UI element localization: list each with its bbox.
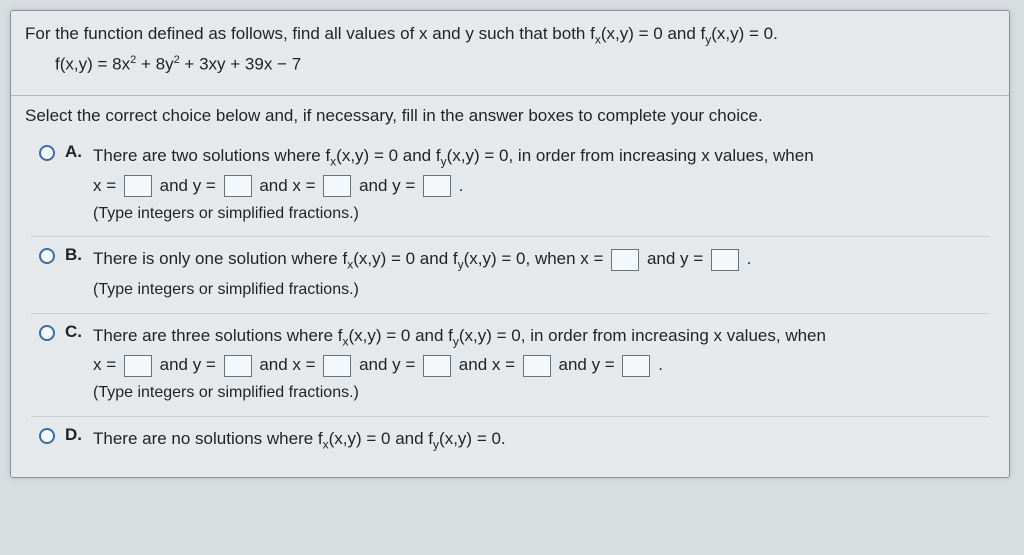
choice-label-b: B.	[65, 245, 87, 265]
answer-box-a-y1[interactable]	[224, 175, 252, 197]
text: and y =	[647, 249, 703, 268]
answer-box-b-x[interactable]	[611, 249, 639, 271]
text: (x,y) = 0.	[439, 429, 506, 448]
answer-box-c-y3[interactable]	[622, 355, 650, 377]
answer-box-b-y[interactable]	[711, 249, 739, 271]
text: and y =	[160, 355, 216, 374]
text: and y =	[160, 176, 216, 195]
choice-body-a: There are two solutions where fx(x,y) = …	[93, 142, 985, 226]
choice-body-c: There are three solutions where fx(x,y) …	[93, 322, 985, 406]
choice-a[interactable]: A. There are two solutions where fx(x,y)…	[31, 136, 989, 237]
choice-label-d: D.	[65, 425, 87, 445]
answer-box-c-x3[interactable]	[523, 355, 551, 377]
text: (x,y) = 0, in order from increasing x va…	[447, 146, 814, 165]
text: (x,y) = 0 and f	[336, 146, 440, 165]
q-part: (x,y) = 0 and f	[601, 24, 705, 43]
answer-box-a-x1[interactable]	[124, 175, 152, 197]
choice-label-c: C.	[65, 322, 87, 342]
choice-c[interactable]: C. There are three solutions where fx(x,…	[31, 316, 989, 417]
answer-box-c-x1[interactable]	[124, 355, 152, 377]
choice-body-d: There are no solutions where fx(x,y) = 0…	[93, 425, 985, 455]
text: There are no solutions where f	[93, 429, 323, 448]
answer-box-c-y1[interactable]	[224, 355, 252, 377]
text: and x =	[459, 355, 515, 374]
radio-c[interactable]	[39, 325, 55, 341]
text: (x,y) = 0, when x =	[464, 249, 604, 268]
text: There are two solutions where f	[93, 146, 330, 165]
fn-part: f(x,y) = 8x	[55, 55, 130, 74]
select-prompt: Select the correct choice below and, if …	[25, 106, 995, 130]
answer-box-a-x2[interactable]	[323, 175, 351, 197]
choice-b[interactable]: B. There is only one solution where fx(x…	[31, 239, 989, 313]
radio-b[interactable]	[39, 248, 55, 264]
choice-body-b: There is only one solution where fx(x,y)…	[93, 245, 985, 302]
text: (x,y) = 0 and f	[329, 429, 433, 448]
text: .	[459, 176, 464, 195]
hint-b: (Type integers or simplified fractions.)	[93, 277, 985, 303]
text: There are three solutions where f	[93, 326, 342, 345]
question-section: For the function defined as follows, fin…	[11, 11, 1009, 96]
answer-box-c-y2[interactable]	[423, 355, 451, 377]
text: x =	[93, 176, 116, 195]
answer-box-c-x2[interactable]	[323, 355, 351, 377]
text: There is only one solution where f	[93, 249, 347, 268]
q-part: (x,y) = 0.	[711, 24, 778, 43]
text: (x,y) = 0, in order from increasing x va…	[459, 326, 826, 345]
text: and y =	[359, 176, 415, 195]
answer-section: Select the correct choice below and, if …	[11, 96, 1009, 476]
fn-part: + 3xy + 39x − 7	[180, 55, 301, 74]
radio-d[interactable]	[39, 428, 55, 444]
text: (x,y) = 0 and f	[348, 326, 452, 345]
q-part: For the function defined as follows, fin…	[25, 24, 595, 43]
text: x =	[93, 355, 116, 374]
text: .	[658, 355, 663, 374]
text: and x =	[259, 176, 315, 195]
question-text: For the function defined as follows, fin…	[25, 21, 995, 48]
choice-label-a: A.	[65, 142, 87, 162]
choice-list: A. There are two solutions where fx(x,y)…	[25, 130, 995, 466]
function-definition: f(x,y) = 8x2 + 8y2 + 3xy + 39x − 7	[25, 48, 995, 85]
radio-a[interactable]	[39, 145, 55, 161]
hint-a: (Type integers or simplified fractions.)	[93, 201, 985, 227]
question-panel: For the function defined as follows, fin…	[10, 10, 1010, 478]
hint-c: (Type integers or simplified fractions.)	[93, 380, 985, 406]
text: and y =	[359, 355, 415, 374]
answer-box-a-y2[interactable]	[423, 175, 451, 197]
text: .	[747, 249, 752, 268]
text: and x =	[259, 355, 315, 374]
fn-part: + 8y	[136, 55, 173, 74]
text: (x,y) = 0 and f	[353, 249, 457, 268]
text: and y =	[559, 355, 615, 374]
choice-d[interactable]: D. There are no solutions where fx(x,y) …	[31, 419, 989, 461]
